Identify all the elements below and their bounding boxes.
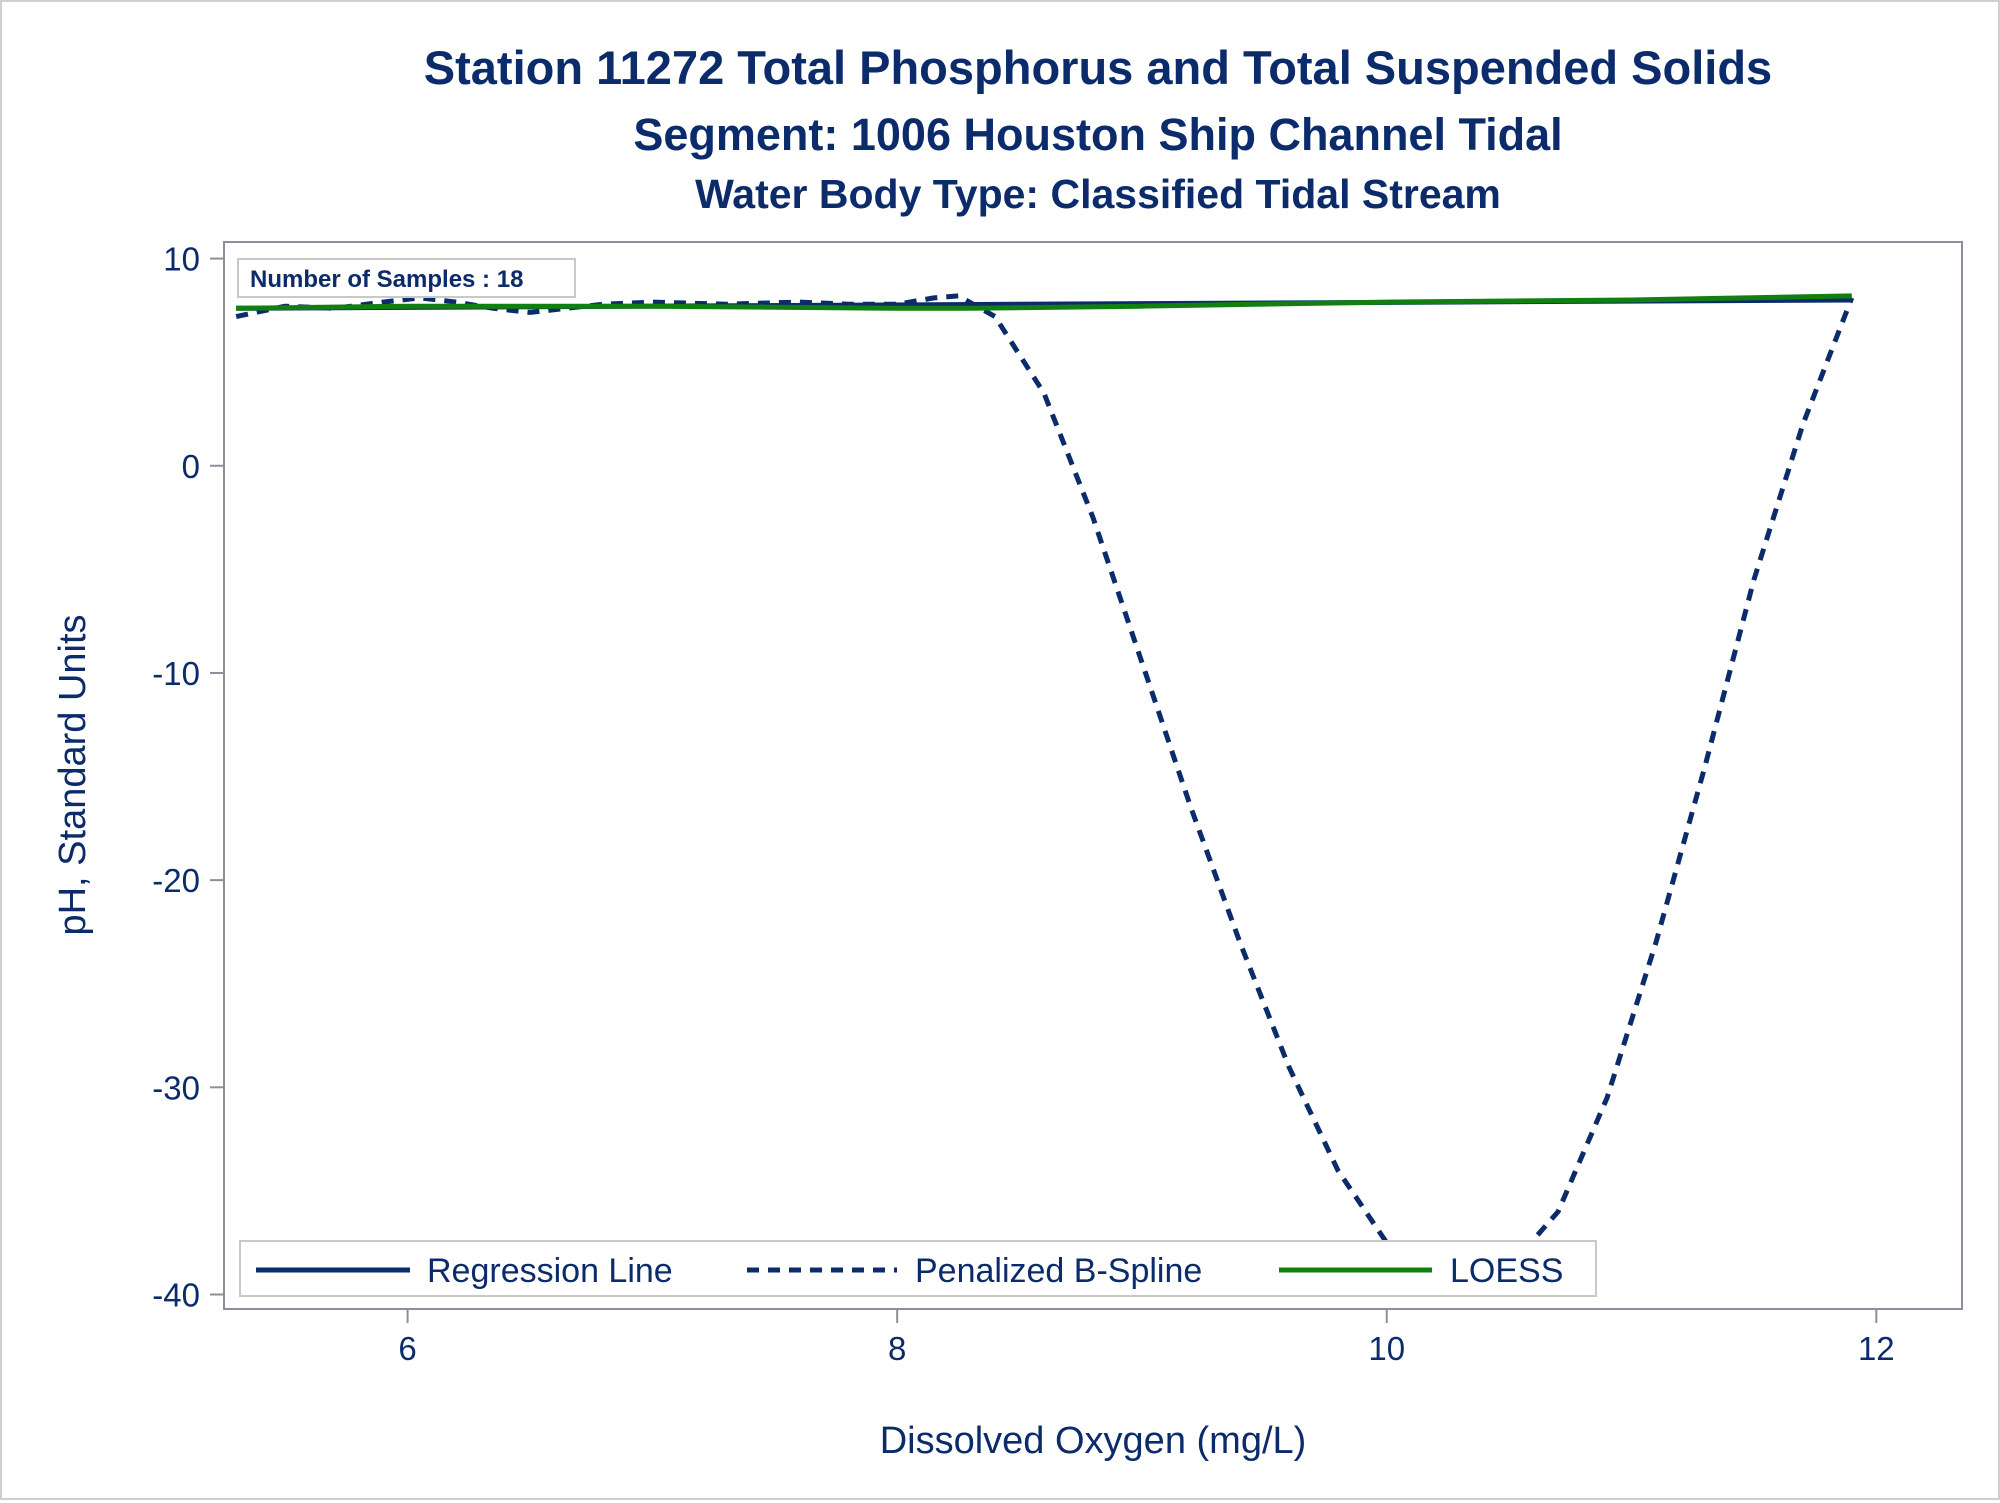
x-tick-label: 10 (1368, 1330, 1405, 1367)
y-axis: 10 0 -10 -20 -30 -40 (152, 241, 224, 1313)
x-tick-label: 12 (1858, 1330, 1895, 1367)
plot-area (223, 241, 1963, 1310)
legend-label-regression-line: Regression Line (427, 1252, 673, 1290)
y-tick-label: 0 (182, 448, 200, 485)
y-tick-label: -30 (152, 1069, 200, 1106)
y-tick-label: -20 (152, 862, 200, 899)
y-tick-label: 10 (163, 241, 200, 278)
y-axis-label: pH, Standard Units (52, 614, 94, 935)
series-layer (235, 293, 1855, 1281)
x-tick-label: 8 (888, 1330, 906, 1367)
y-tick-label: -10 (152, 655, 200, 692)
chart-title: Station 11272 Total Phosphorus and Total… (424, 41, 1772, 94)
x-axis: 6 8 10 12 (398, 1309, 1895, 1367)
x-tick-label: 6 (398, 1330, 416, 1367)
legend-label-penalized-b-spline: Penalized B-Spline (915, 1252, 1202, 1290)
legend-label-loess: LOESS (1450, 1252, 1563, 1290)
legend: Regression Line Penalized B-Spline LOESS (239, 1240, 1597, 1297)
sample-count-inset: Number of Samples : 18 (237, 258, 576, 298)
series-line-loess (236, 293, 1852, 311)
chart-subtitle-segment: Segment: 1006 Houston Ship Channel Tidal (633, 109, 1562, 160)
chart-subtitle-waterbody: Water Body Type: Classified Tidal Stream (695, 171, 1501, 217)
y-tick-label: -40 (152, 1276, 200, 1313)
x-axis-label: Dissolved Oxygen (mg/L) (880, 1420, 1307, 1462)
sample-count-text: Number of Samples : 18 (250, 266, 523, 293)
